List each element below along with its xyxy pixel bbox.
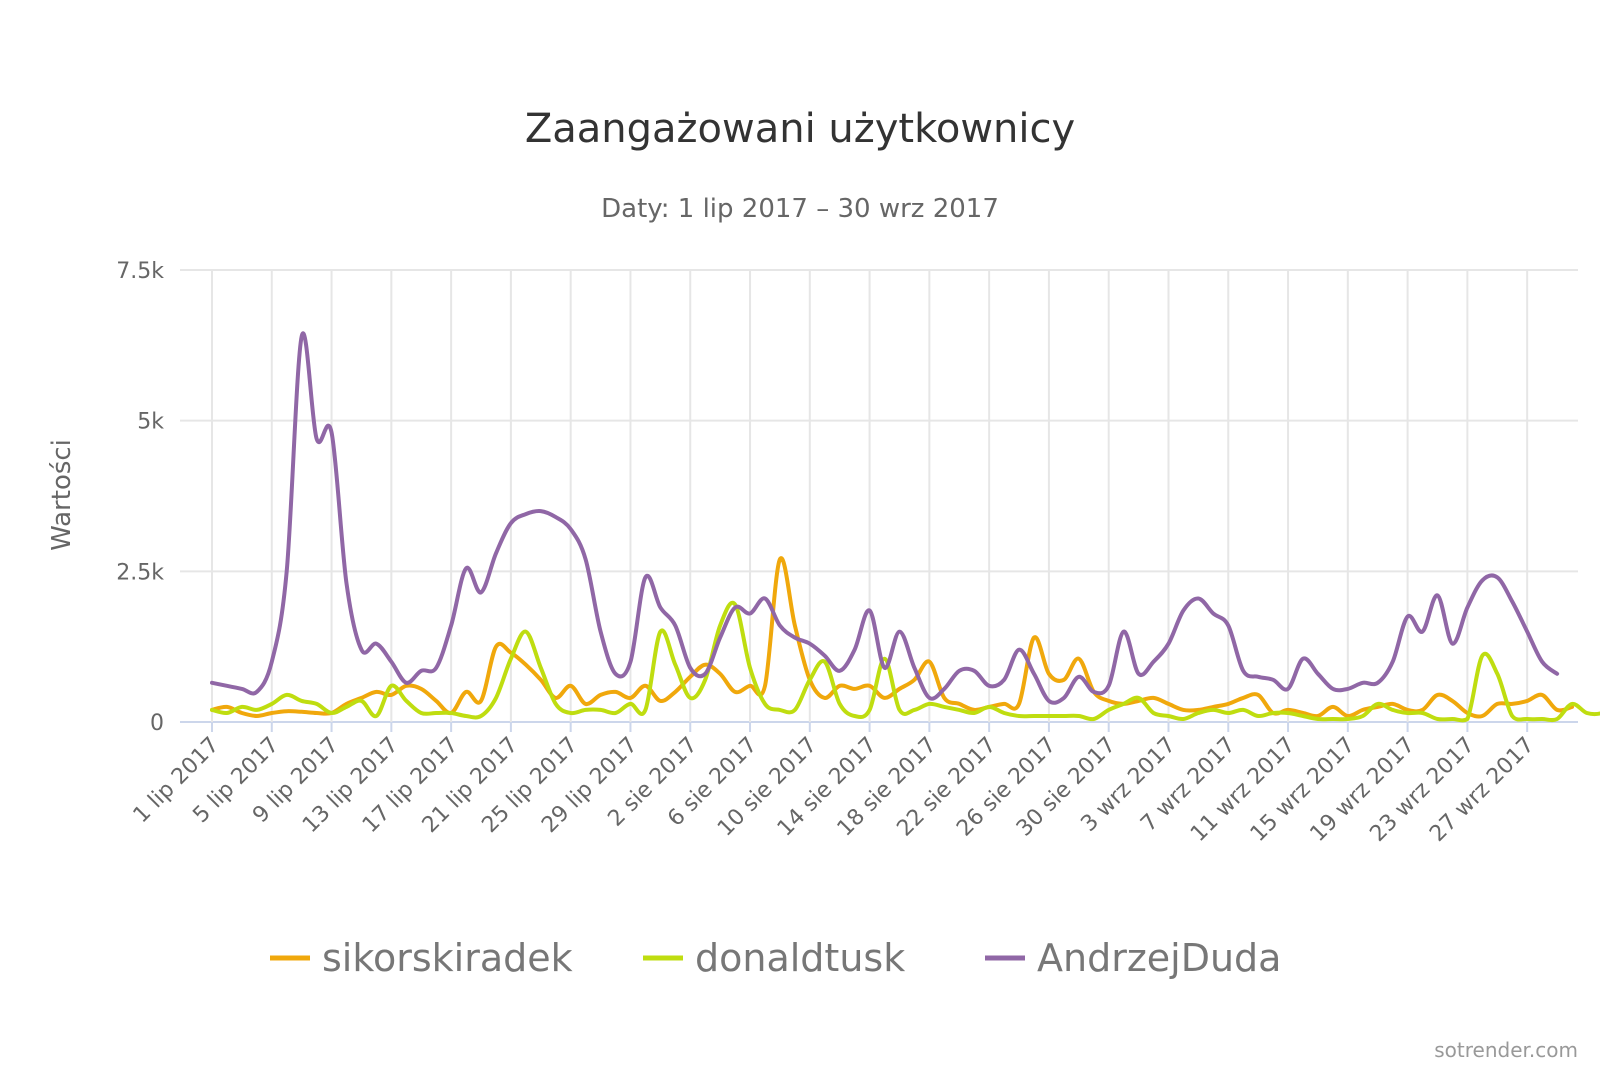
series-lines <box>210 331 1600 723</box>
credit-text: sotrender.com <box>1434 1038 1578 1062</box>
legend[interactable]: sikorskiradek donaldtusk AndrzejDuda <box>270 936 1281 980</box>
x-tick-label: 23 wrz 2017 <box>1365 733 1479 847</box>
y-tick-label: 2.5k <box>116 560 164 585</box>
x-gridlines <box>211 270 1529 732</box>
y-axis-ticks: 0 2.5k 5k 7.5k <box>116 259 164 736</box>
x-tick-label: 19 wrz 2017 <box>1306 733 1420 847</box>
y-gridlines <box>180 269 1578 723</box>
series-line-andrzejduda <box>210 331 1560 705</box>
x-tick-label: 11 wrz 2017 <box>1186 733 1300 847</box>
x-tick-label: 15 wrz 2017 <box>1246 733 1360 847</box>
series-line-sikorskiradek <box>210 556 1574 719</box>
y-axis-label: Wartości <box>47 439 77 551</box>
series-line-donaldtusk <box>210 600 1600 723</box>
legend-item-andrzejduda[interactable]: AndrzejDuda <box>985 936 1281 980</box>
x-tick-label: 27 wrz 2017 <box>1425 733 1539 847</box>
y-tick-label: 7.5k <box>116 259 164 284</box>
legend-label: donaldtusk <box>695 936 905 980</box>
y-tick-label: 0 <box>150 711 164 736</box>
legend-item-sikorskiradek[interactable]: sikorskiradek <box>270 936 573 980</box>
chart-subtitle: Daty: 1 lip 2017 – 30 wrz 2017 <box>601 194 999 224</box>
chart-title: Zaangażowani użytkownicy <box>525 106 1075 152</box>
y-tick-label: 5k <box>137 410 164 435</box>
legend-item-donaldtusk[interactable]: donaldtusk <box>643 936 905 980</box>
legend-label: AndrzejDuda <box>1037 936 1281 980</box>
legend-label: sikorskiradek <box>322 936 573 980</box>
